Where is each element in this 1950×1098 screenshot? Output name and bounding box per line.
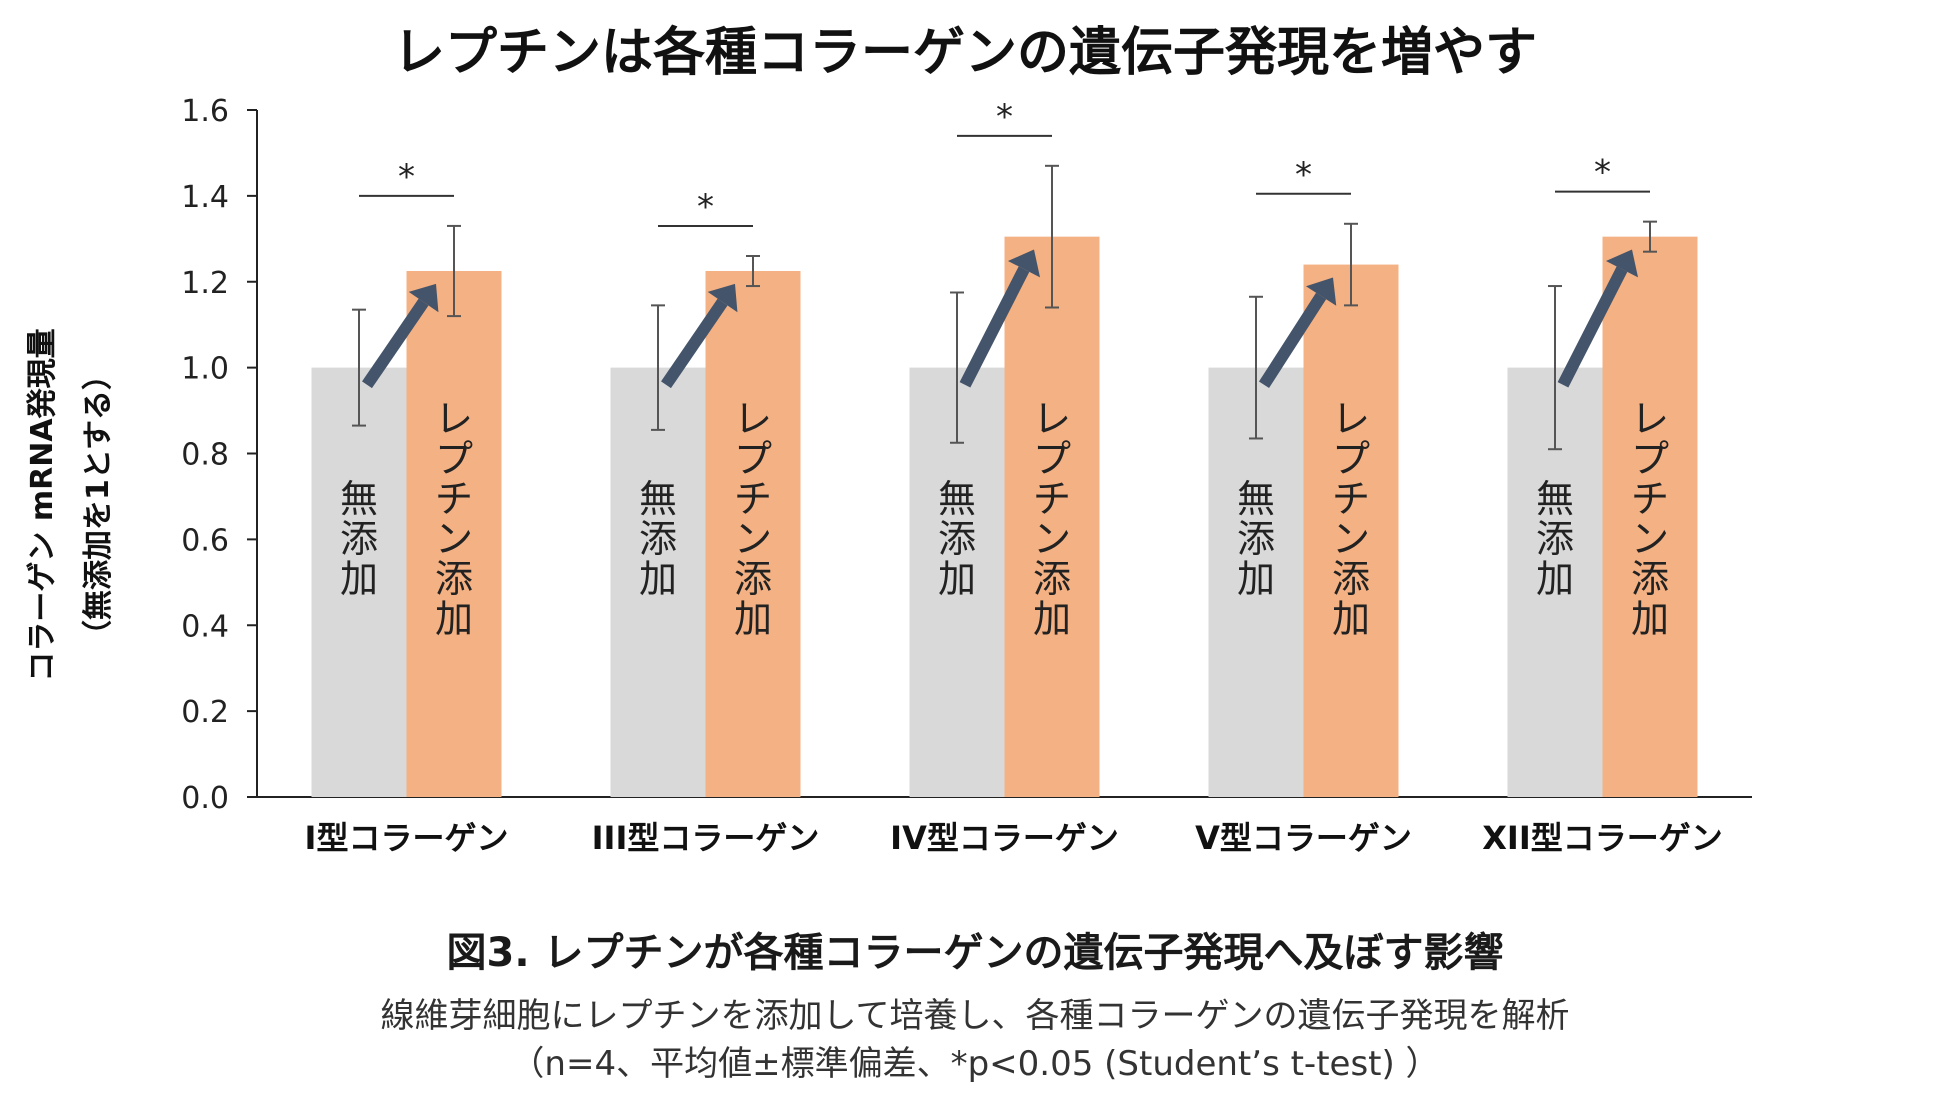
bar-label-leptin: レプチン添加 [1033, 397, 1071, 641]
bar-control [311, 367, 407, 797]
bar-leptin [1602, 236, 1698, 797]
bar-control [610, 367, 706, 797]
y-tick-label: 0.2 [181, 695, 229, 730]
figure-caption-description: 線維芽細胞にレプチンを添加して培養し、各種コラーゲンの遺伝子発現を解析 [380, 996, 1570, 1036]
bar-label-leptin: レプチン添加 [435, 397, 473, 641]
increase-arrow-shaft [1258, 292, 1327, 389]
y-axis-label: コラーゲン mRNA発現量 [25, 328, 60, 681]
increase-arrow-shaft [1557, 266, 1628, 388]
increase-arrow-shaft [959, 266, 1030, 388]
bar-label-control: 無添加 [1237, 477, 1275, 601]
increase-arrow-shaft [362, 298, 429, 389]
x-tick-label: IV型コラーゲン [890, 819, 1119, 857]
x-tick-label: XII型コラーゲン [1482, 819, 1723, 857]
significance-marker: * [697, 187, 714, 227]
y-tick-label: 0.8 [181, 438, 229, 473]
increase-arrow-head [1305, 277, 1337, 306]
y-tick-label: 1.6 [181, 94, 229, 129]
significance-marker: * [1594, 153, 1611, 193]
y-tick-label: 1.4 [181, 180, 229, 215]
bar-leptin [1303, 264, 1399, 797]
x-tick-label: V型コラーゲン [1195, 819, 1412, 857]
x-tick-label: III型コラーゲン [592, 819, 820, 857]
significance-marker: * [1295, 155, 1312, 195]
y-tick-label: 0.4 [181, 609, 229, 644]
increase-arrow-shaft [661, 298, 728, 389]
chart-title: レプチンは各種コラーゲンの遺伝子発現を増やす [393, 23, 1537, 83]
bar-leptin [705, 271, 801, 797]
y-axis-label-note: （無添加を1とする） [81, 360, 116, 650]
x-tick-label: I型コラーゲン [305, 819, 509, 857]
bar-leptin [1004, 236, 1100, 797]
significance-marker: * [398, 157, 415, 197]
increase-arrow-head [408, 283, 439, 313]
bar-label-control: 無添加 [340, 477, 378, 601]
bar-label-control: 無添加 [1536, 477, 1574, 601]
bar-label-leptin: レプチン添加 [734, 397, 772, 641]
y-tick-label: 0.6 [181, 523, 229, 558]
bar-label-leptin: レプチン添加 [1332, 397, 1370, 641]
bar-label-control: 無添加 [639, 477, 677, 601]
y-tick-label: 0.0 [181, 781, 229, 816]
figure-caption-note: （n=4、平均値±標準偏差、*p<0.05 (Student’s t-test)… [510, 1044, 1440, 1084]
y-tick-label: 1.0 [181, 352, 229, 387]
increase-arrow-head [1605, 249, 1639, 278]
y-tick-label: 1.2 [181, 266, 229, 301]
increase-arrow-head [707, 283, 738, 313]
figure-caption-title: 図3. レプチンが各種コラーゲンの遺伝子発現へ及ぼす影響 [446, 930, 1504, 976]
bar-label-control: 無添加 [938, 477, 976, 601]
bar-label-leptin: レプチン添加 [1631, 397, 1669, 641]
increase-arrow-head [1007, 249, 1041, 278]
significance-marker: * [996, 97, 1013, 137]
bar-leptin [406, 271, 502, 797]
